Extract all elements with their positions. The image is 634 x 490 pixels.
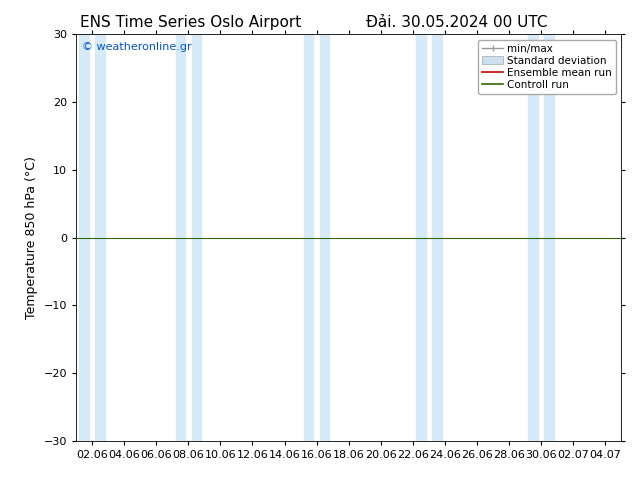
Bar xyxy=(95,34,105,441)
Text: © weatheronline.gr: © weatheronline.gr xyxy=(82,43,191,52)
Text: ENS Time Series Oslo Airport: ENS Time Series Oslo Airport xyxy=(80,15,301,30)
Bar xyxy=(79,34,89,441)
Bar xyxy=(320,34,330,441)
Bar xyxy=(176,34,185,441)
Bar xyxy=(416,34,425,441)
Text: Đải. 30.05.2024 00 UTC: Đải. 30.05.2024 00 UTC xyxy=(366,15,547,30)
Bar xyxy=(304,34,313,441)
Bar xyxy=(432,34,442,441)
Bar xyxy=(528,34,538,441)
Y-axis label: Temperature 850 hPa (°C): Temperature 850 hPa (°C) xyxy=(25,156,38,319)
Bar xyxy=(191,34,201,441)
Bar xyxy=(545,34,554,441)
Legend: min/max, Standard deviation, Ensemble mean run, Controll run: min/max, Standard deviation, Ensemble me… xyxy=(478,40,616,94)
